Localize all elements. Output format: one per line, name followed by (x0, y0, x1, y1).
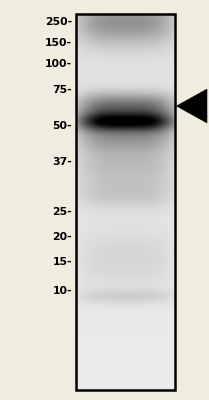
Text: 100-: 100- (45, 59, 72, 69)
Text: 37-: 37- (52, 157, 72, 167)
Text: 150-: 150- (45, 38, 72, 48)
Text: 15-: 15- (52, 257, 72, 267)
Text: 50-: 50- (52, 121, 72, 131)
Text: 75-: 75- (52, 85, 72, 95)
Text: 20-: 20- (52, 232, 72, 242)
Text: 10-: 10- (52, 286, 72, 296)
Text: 25-: 25- (52, 207, 72, 217)
Bar (76, 14, 175, 390)
Text: 250-: 250- (45, 17, 72, 27)
Polygon shape (177, 89, 207, 123)
